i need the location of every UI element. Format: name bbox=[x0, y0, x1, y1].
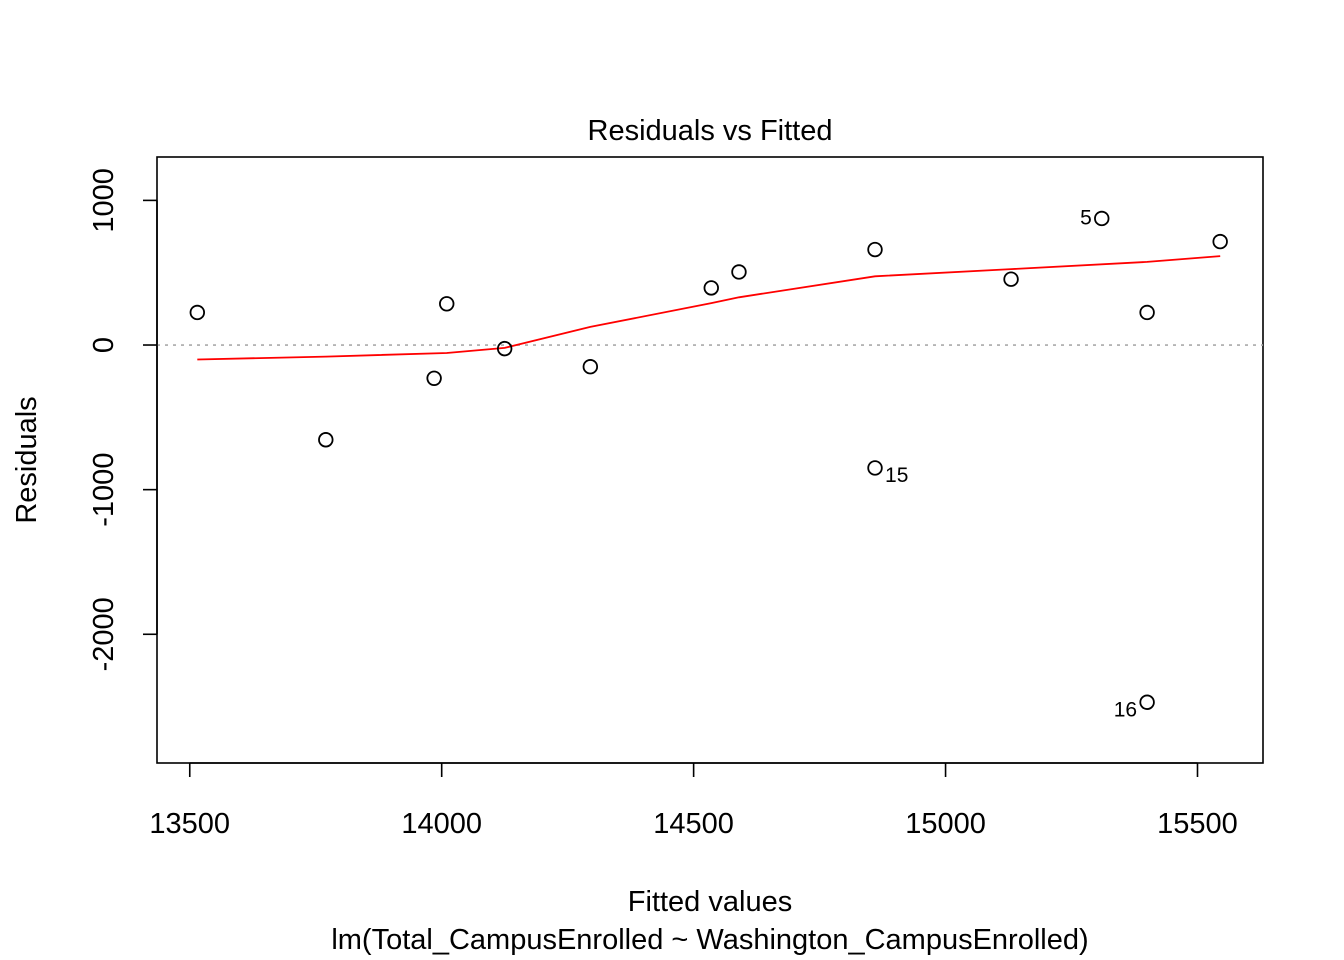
data-point bbox=[1139, 694, 1155, 710]
point-label: 5 bbox=[1080, 206, 1092, 229]
y-tick-label: 0 bbox=[88, 337, 120, 353]
data-point bbox=[426, 370, 442, 386]
data-point bbox=[582, 359, 599, 375]
y-axis-label: Residuals bbox=[11, 396, 43, 523]
chart-title: Residuals vs Fitted bbox=[588, 115, 833, 147]
x-axis-label: Fitted values bbox=[628, 886, 792, 918]
data-point bbox=[1094, 210, 1110, 227]
data-point bbox=[703, 280, 719, 296]
data-point bbox=[439, 296, 455, 312]
plot-frame bbox=[156, 156, 1264, 764]
data-point bbox=[731, 264, 747, 280]
chart-subtitle: lm(Total_CampusEnrolled ~ Washington_Cam… bbox=[331, 924, 1088, 956]
x-tick-label: 15000 bbox=[905, 808, 986, 840]
data-point bbox=[318, 432, 334, 448]
y-tick-label: -2000 bbox=[88, 597, 120, 671]
x-tick-label: 13500 bbox=[149, 808, 230, 840]
data-point bbox=[1212, 233, 1228, 250]
point-label: 15 bbox=[885, 464, 908, 487]
plot-area: 13500 14000 14500 15000 15500 -2000 -1000 0 1000… bbox=[88, 156, 1264, 840]
point-label: 16 bbox=[1114, 698, 1137, 721]
data-point bbox=[496, 340, 513, 357]
y-tick-label: 1000 bbox=[88, 168, 120, 233]
smooth-line bbox=[197, 255, 1221, 361]
data-point bbox=[867, 460, 883, 476]
x-tick-label: 14500 bbox=[653, 808, 734, 840]
data-point bbox=[867, 241, 883, 258]
x-tick-label: 15500 bbox=[1157, 808, 1238, 840]
y-tick-label: -1000 bbox=[88, 453, 120, 527]
x-tick-label: 14000 bbox=[401, 808, 482, 840]
data-point bbox=[1139, 304, 1155, 321]
data-point bbox=[189, 304, 206, 321]
data-point bbox=[1003, 271, 1019, 287]
